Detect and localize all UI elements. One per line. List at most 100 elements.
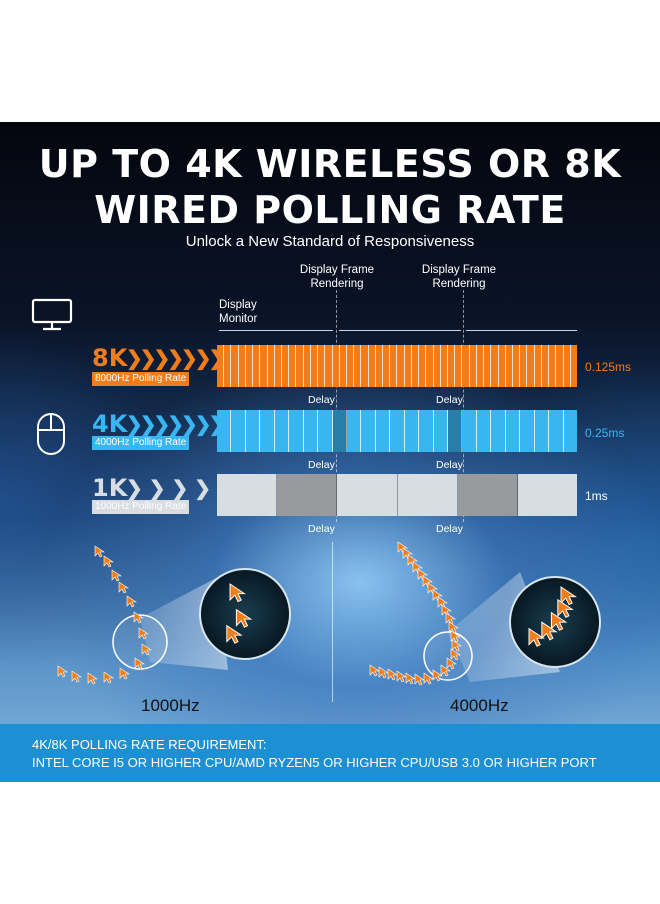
polling-segment [404, 345, 412, 387]
value-8k: 0.125ms [585, 360, 632, 374]
polling-segment [260, 345, 268, 387]
polling-segment [217, 410, 232, 452]
polling-bar-1k [217, 474, 578, 516]
polling-segment [484, 345, 492, 387]
polling-segment [354, 345, 362, 387]
display-monitor-label: Display Monitor [219, 298, 257, 326]
delay-label-4k-2: Delay [436, 459, 463, 471]
polling-segment [563, 410, 577, 452]
requirement-banner: 4K/8K POLLING RATE REQUIREMENT: INTEL CO… [0, 724, 660, 782]
headline-line-2: WIRED POLLING RATE [94, 188, 566, 232]
polling-segment [361, 345, 369, 387]
frame-rendering-label-1: Display Frame Rendering [292, 263, 382, 291]
polling-segment [469, 345, 477, 387]
polling-segment [325, 345, 333, 387]
polling-segment [231, 410, 246, 452]
polling-segment [440, 345, 448, 387]
polling-segment [527, 345, 535, 387]
value-4k: 0.25ms [585, 426, 625, 440]
polling-segment [368, 345, 376, 387]
delay-label-8k-2: Delay [436, 394, 463, 406]
polling-segment [520, 410, 535, 452]
rate-4k-sublabel: 4000Hz Polling Rate [92, 436, 190, 450]
polling-segment [505, 410, 521, 452]
polling-segment [448, 345, 456, 387]
polling-segment [455, 345, 463, 387]
mouse-icon [37, 413, 65, 455]
polling-segment [289, 410, 304, 452]
delay-label-8k-1: Delay [308, 394, 335, 406]
polling-segment [260, 410, 275, 452]
polling-segment [426, 345, 434, 387]
frame-rendering-1-line1: Display Frame [299, 264, 375, 276]
polling-segment [238, 345, 246, 387]
polling-segment [448, 410, 463, 452]
chevron-1k-icon: ❯❯❯❯ [126, 478, 218, 500]
frame-rendering-2-line1: Display Frame [421, 264, 497, 276]
polling-segment [476, 345, 485, 387]
polling-segment [534, 345, 542, 387]
polling-segment [274, 410, 290, 452]
frame-divider-1 [336, 290, 337, 522]
polling-segment [390, 345, 398, 387]
polling-segment [563, 345, 571, 387]
polling-segment [361, 410, 376, 452]
monitor-icon [31, 298, 73, 331]
polling-segment [541, 345, 550, 387]
polling-segment [570, 345, 577, 387]
headline-line-1: UP TO 4K WIRELESS OR 8K [38, 142, 622, 186]
frame-rendering-1-line2: Rendering [310, 278, 364, 290]
polling-segment [476, 410, 492, 452]
polling-segment [267, 345, 275, 387]
polling-segment [231, 345, 239, 387]
polling-segment [332, 345, 340, 387]
polling-segment [346, 410, 362, 452]
frame-divider-2 [463, 290, 464, 522]
frame-line-2 [339, 330, 461, 331]
polling-segment [339, 345, 347, 387]
polling-segment [411, 345, 420, 387]
frame-rendering-label-2: Display Frame Rendering [414, 263, 504, 291]
polling-segment [556, 345, 564, 387]
display-monitor-line2: Monitor [219, 313, 258, 325]
polling-segment [245, 345, 254, 387]
polling-segment [310, 345, 319, 387]
polling-segment [346, 345, 355, 387]
polling-segment [512, 345, 521, 387]
frame-rendering-2-line2: Rendering [432, 278, 486, 290]
infographic-panel: UP TO 4K WIRELESS OR 8K WIRED POLLING RA… [0, 122, 660, 782]
polling-segment [289, 345, 297, 387]
chevron-8k-icon: ❯❯❯❯❯❯❯❯ [126, 348, 239, 370]
polling-segment [457, 474, 518, 516]
label-4000hz: 4000Hz [450, 696, 509, 715]
delay-label-1k-2: Delay [436, 523, 463, 535]
subtitle: Unlock a New Standard of Responsiveness [185, 233, 475, 250]
polling-segment [318, 410, 333, 452]
requirement-details: INTEL CORE I5 OR HIGHER CPU/AMD RYZEN5 O… [32, 755, 597, 770]
polling-segment [277, 474, 338, 516]
delay-label-1k-1: Delay [308, 523, 335, 535]
polling-segment [462, 410, 477, 452]
polling-segment [296, 345, 304, 387]
requirement-heading: 4K/8K POLLING RATE REQUIREMENT: [32, 737, 267, 752]
polling-segment [498, 345, 506, 387]
polling-segment [245, 410, 261, 452]
polling-segment [505, 345, 513, 387]
polling-segment [253, 345, 261, 387]
polling-segment [375, 410, 391, 452]
polling-segment [318, 345, 326, 387]
value-1k: 1ms [585, 489, 608, 503]
polling-segment [491, 345, 499, 387]
polling-segment [274, 345, 282, 387]
polling-segment [534, 410, 550, 452]
polling-segment [375, 345, 384, 387]
polling-segment [281, 345, 290, 387]
polling-segment [337, 474, 398, 516]
polling-bar-4k [217, 410, 577, 452]
rate-8k-sublabel: 8000Hz Polling Rate [92, 372, 190, 386]
dense-trail [369, 541, 462, 686]
polling-segment [419, 410, 434, 452]
polling-segment [217, 474, 278, 516]
polling-segment [517, 474, 578, 516]
polling-segment [520, 345, 528, 387]
